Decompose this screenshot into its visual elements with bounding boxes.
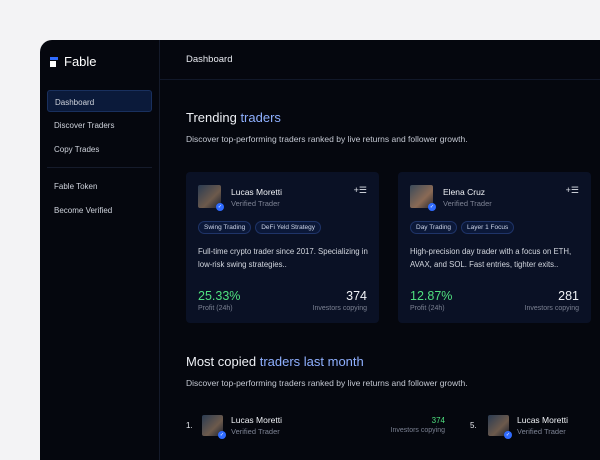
sidebar-divider	[47, 167, 152, 168]
verified-check-icon: ✓	[504, 431, 512, 439]
investors-count: 374	[346, 289, 367, 303]
tag: Swing Trading	[198, 221, 252, 234]
investors-count: 281	[558, 289, 579, 303]
copy-trader-icon[interactable]: +☰	[353, 185, 367, 195]
trending-title-accent: traders	[240, 110, 281, 125]
tag-list: Day Trading Layer 1 Focus	[410, 221, 515, 234]
profit-value: 12.87%	[410, 289, 453, 303]
header: Dashboard	[160, 40, 600, 80]
avatar: ✓	[198, 185, 224, 211]
verified-check-icon: ✓	[218, 431, 226, 439]
tag: Layer 1 Focus	[461, 221, 515, 234]
trader-description: High-precision day trader with a focus o…	[410, 247, 572, 269]
trader-card[interactable]: ✓ Elena Cruz Verified Trader +☰ Day Trad…	[398, 172, 591, 323]
trending-title-text: Trending	[186, 110, 241, 125]
sidebar-item-discover-traders[interactable]: Discover Traders	[54, 121, 115, 130]
verified-check-icon: ✓	[216, 203, 224, 211]
profit-label: Profit (24h)	[198, 305, 233, 312]
fable-logo-icon	[50, 56, 58, 67]
most-copied-title: Most copied traders last month	[186, 354, 364, 369]
avatar: ✓	[410, 185, 436, 211]
trader-card[interactable]: ✓ Lucas Moretti Verified Trader +☰ Swing…	[186, 172, 379, 323]
app-window: Fable Dashboard Discover Traders Copy Tr…	[40, 40, 600, 460]
profit-label: Profit (24h)	[410, 305, 445, 312]
tag-list: Swing Trading DeFi Yeld Strategy	[198, 221, 322, 234]
rank: 1.	[186, 421, 193, 430]
most-copied-title-text: Most copied	[186, 354, 260, 369]
trader-name: Lucas Moretti	[231, 187, 283, 197]
avatar: ✓	[202, 415, 226, 439]
investors-label: Investors copying	[524, 305, 579, 312]
copy-trader-icon[interactable]: +☰	[565, 185, 579, 195]
trader-role: Verified Trader	[517, 427, 566, 436]
logo[interactable]: Fable	[50, 54, 97, 69]
trending-title: Trending traders	[186, 110, 281, 125]
profit-value: 25.33%	[198, 289, 241, 303]
sidebar-item-dashboard[interactable]: Dashboard	[47, 90, 152, 112]
tag: DeFi Yeld Strategy	[255, 221, 322, 234]
investors-count: 374	[431, 416, 445, 425]
app-name: Fable	[64, 54, 97, 69]
trader-name: Lucas Moretti	[517, 415, 569, 425]
sidebar-item-fable-token[interactable]: Fable Token	[54, 182, 98, 191]
sidebar: Fable Dashboard Discover Traders Copy Tr…	[40, 40, 160, 460]
trader-name: Lucas Moretti	[231, 415, 283, 425]
trader-role: Verified Trader	[231, 199, 280, 208]
trader-name: Elena Cruz	[443, 187, 486, 197]
avatar: ✓	[488, 415, 512, 439]
most-copied-subtitle: Discover top-performing traders ranked b…	[186, 378, 468, 388]
most-copied-title-accent: traders last month	[259, 354, 364, 369]
trending-subtitle: Discover top-performing traders ranked b…	[186, 134, 468, 144]
investors-label: Investors copying	[312, 305, 367, 312]
page-title: Dashboard	[186, 54, 233, 65]
trader-role: Verified Trader	[231, 427, 280, 436]
tag: Day Trading	[410, 221, 458, 234]
investors-label: Investors copying	[390, 427, 445, 434]
trader-role: Verified Trader	[443, 199, 492, 208]
sidebar-item-copy-trades[interactable]: Copy Trades	[54, 145, 100, 154]
verified-check-icon: ✓	[428, 203, 436, 211]
rank: 5.	[470, 421, 477, 430]
sidebar-item-become-verified[interactable]: Become Verified	[54, 206, 113, 215]
trader-description: Full-time crypto trader since 2017. Spec…	[198, 247, 368, 269]
